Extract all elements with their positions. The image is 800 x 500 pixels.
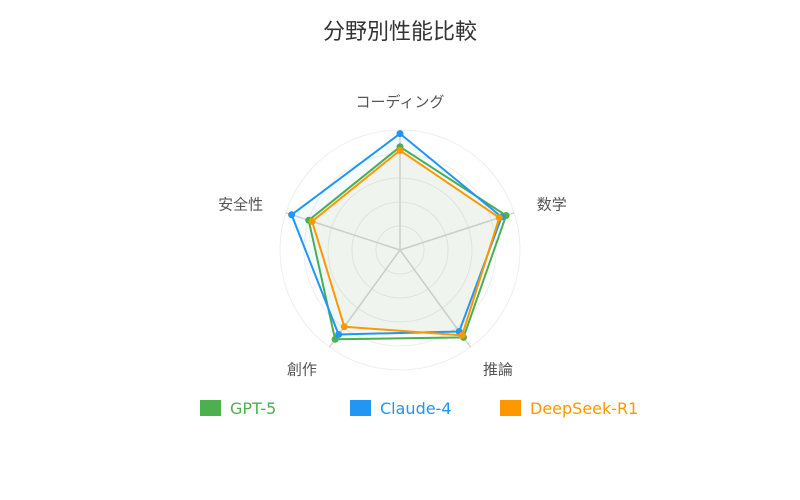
- legend-label: GPT-5: [230, 399, 276, 418]
- legend-swatch: [350, 400, 371, 416]
- chart-title: 分野別性能比較: [323, 20, 477, 45]
- data-point[interactable]: [458, 331, 466, 339]
- series-line-0: [307, 145, 508, 341]
- legend-item[interactable]: GPT-5: [200, 399, 276, 418]
- legend-swatch: [500, 400, 521, 416]
- legend: GPT-5 Claude-4 DeepSeek-R1: [200, 399, 638, 418]
- radar-series: [288, 130, 510, 343]
- axis-label: 数学: [537, 195, 567, 213]
- axis-spoke: [399, 212, 515, 251]
- data-point[interactable]: [495, 214, 503, 222]
- legend-item[interactable]: DeepSeek-R1: [500, 399, 638, 418]
- axis-label: コーディング: [356, 93, 445, 111]
- series-line-2: [311, 149, 501, 337]
- legend-swatch: [200, 400, 221, 416]
- axis-spoke: [328, 249, 401, 348]
- axis-label: 創作: [287, 361, 317, 379]
- legend-label: Claude-4: [380, 399, 452, 418]
- axis-spoke: [285, 212, 401, 251]
- data-point[interactable]: [396, 130, 404, 138]
- axis-label: 安全性: [218, 195, 263, 213]
- radar-grid: [279, 129, 521, 371]
- axis-label: 推論: [483, 361, 513, 379]
- data-point[interactable]: [396, 146, 404, 154]
- legend-item[interactable]: Claude-4: [350, 399, 452, 418]
- legend-label: DeepSeek-R1: [530, 399, 638, 418]
- data-point[interactable]: [331, 335, 339, 343]
- data-point[interactable]: [335, 331, 343, 338]
- data-point[interactable]: [340, 323, 348, 331]
- data-point[interactable]: [288, 211, 296, 219]
- data-point[interactable]: [308, 217, 316, 225]
